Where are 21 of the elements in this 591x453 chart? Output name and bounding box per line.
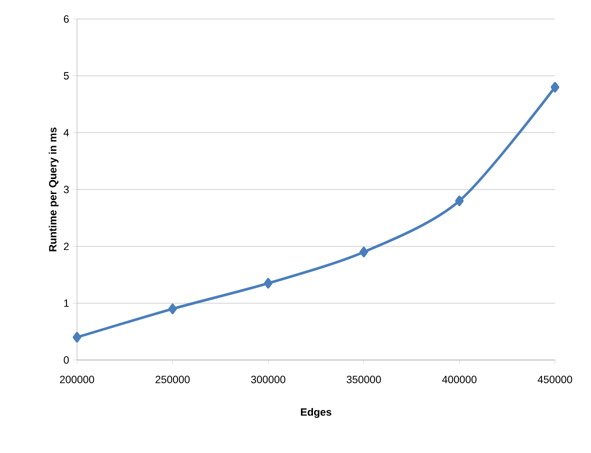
y-tick-label: 3	[64, 186, 69, 194]
y-tick-label: 4	[64, 129, 69, 136]
x-tick-label: 300000	[251, 376, 286, 384]
x-tick-label: 400000	[442, 376, 476, 384]
y-tick-label: 0	[64, 356, 69, 364]
x-tick-label: 250000	[156, 376, 190, 384]
y-tick-label: 1	[64, 300, 69, 307]
point	[360, 246, 368, 258]
point	[72, 332, 82, 343]
x-tick-label: 450000	[538, 376, 572, 384]
point	[264, 278, 272, 289]
x-tick-label: 200000	[60, 376, 94, 384]
y-tick-label: 5	[64, 72, 69, 80]
point	[168, 304, 177, 314]
y-axis-title: Runtime per Query in ms	[48, 128, 59, 252]
x-tick-label: 350000	[346, 376, 381, 384]
y-tick-label: 2	[64, 242, 69, 250]
point	[550, 82, 560, 92]
x-axis-title: Edges	[300, 408, 332, 418]
point	[455, 196, 464, 206]
y-tick-label: 6	[64, 15, 69, 23]
